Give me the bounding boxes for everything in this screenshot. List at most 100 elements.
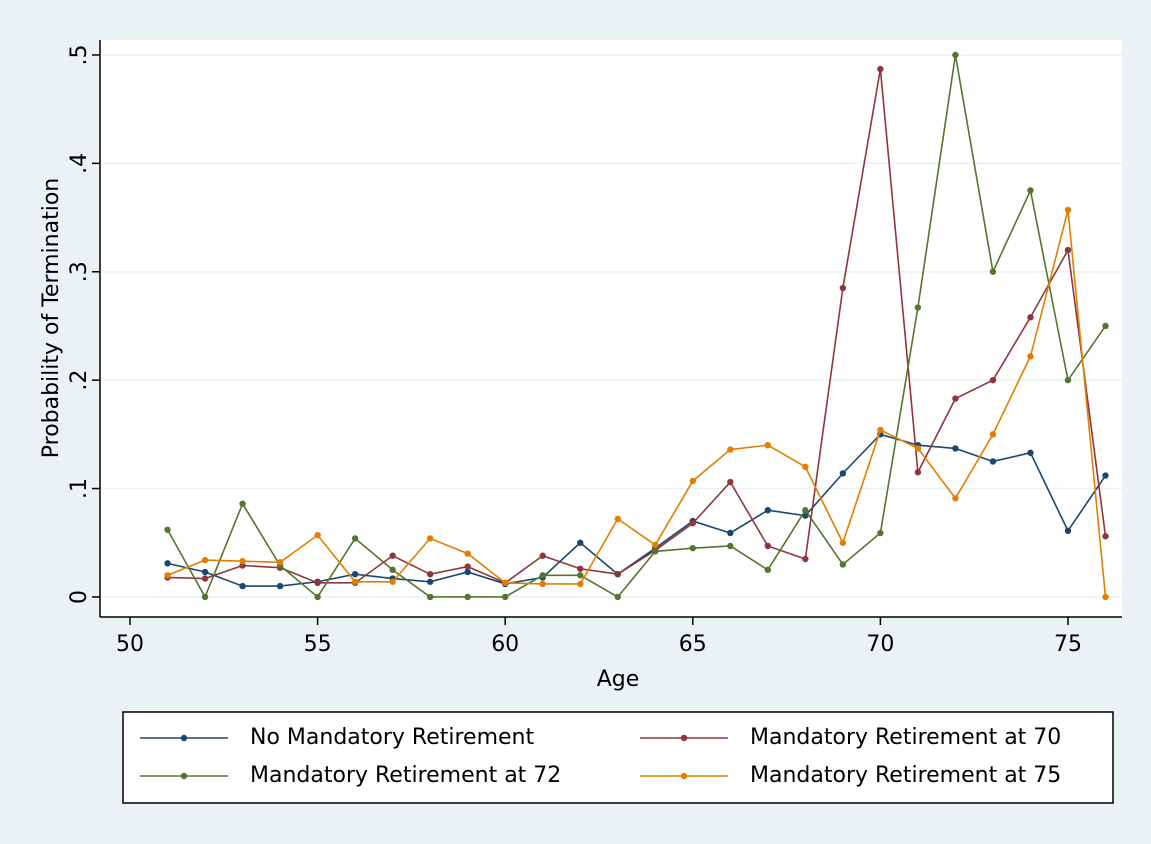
point [464,563,471,570]
x-tick-label: 75 [1054,632,1082,657]
point [839,284,847,292]
series-line [167,433,1107,587]
point [501,593,509,601]
plot-area [100,40,1122,617]
point [351,578,359,585]
y-tick-label: .3 [67,261,92,282]
point [1102,322,1109,330]
point [839,470,847,477]
legend-marker [180,772,188,780]
point [689,544,696,552]
point [839,539,847,546]
y-tick-label: 0 [67,590,92,604]
point [1102,593,1109,601]
point [426,570,434,578]
point [501,579,509,587]
point [989,268,997,275]
point [1027,187,1034,194]
point [727,529,734,537]
point [276,559,284,566]
point [577,565,584,572]
point [764,542,772,550]
point [239,557,246,565]
point [727,446,734,453]
point [389,552,396,559]
y-tick-label: .1 [67,478,92,499]
point [652,548,659,555]
point [426,578,434,585]
point [689,477,696,485]
point [952,495,959,502]
point [952,395,959,402]
point [1027,353,1034,360]
point [577,580,584,588]
point [802,463,809,471]
point [802,507,809,514]
point [426,535,434,542]
point [764,507,772,514]
legend-label: Mandatory Retirement at 72 [250,763,561,788]
point [201,556,209,564]
y-tick-label: .2 [67,370,92,391]
point [464,550,471,557]
point [201,575,209,582]
point [764,441,772,449]
point [877,65,884,73]
x-tick-label: 50 [116,632,144,657]
series-line [167,68,1107,584]
point [764,566,772,574]
point [914,304,922,311]
point [689,520,696,527]
legend [122,711,1114,804]
point [952,445,959,452]
point [802,555,809,563]
y-axis-title: Probability of Termination [39,178,64,459]
point [539,572,546,579]
point [201,568,209,576]
point [877,529,884,537]
point [1064,527,1072,535]
point [314,593,321,601]
legend-label: Mandatory Retirement at 70 [750,725,1061,750]
point [539,552,546,559]
point [539,580,546,588]
point [1102,533,1109,540]
legend-marker [180,734,188,742]
point [389,566,396,574]
point [877,426,884,434]
point [1064,246,1072,254]
point [164,572,171,579]
point [351,535,359,542]
point [614,515,621,523]
point [914,469,922,476]
x-axis-title: Age [597,667,640,692]
point [1027,449,1034,456]
point [914,445,922,452]
x-tick-label: 55 [304,632,332,657]
point [164,560,171,567]
point [614,593,621,601]
point [989,431,997,438]
point [426,593,434,601]
series-line [166,54,1107,599]
point [464,568,471,576]
legend-label: Mandatory Retirement at 75 [750,763,1061,788]
point [276,582,284,590]
point [614,570,621,578]
point [314,531,321,539]
point [577,539,584,546]
point [952,51,959,59]
point [727,542,734,550]
point [727,478,734,486]
point [989,458,997,465]
point [314,579,321,587]
y-tick-label: .4 [67,153,92,174]
y-tick-label: .5 [67,44,92,65]
point [652,541,659,549]
point [389,578,396,585]
point [351,570,359,578]
point [239,582,246,590]
point [201,593,209,601]
